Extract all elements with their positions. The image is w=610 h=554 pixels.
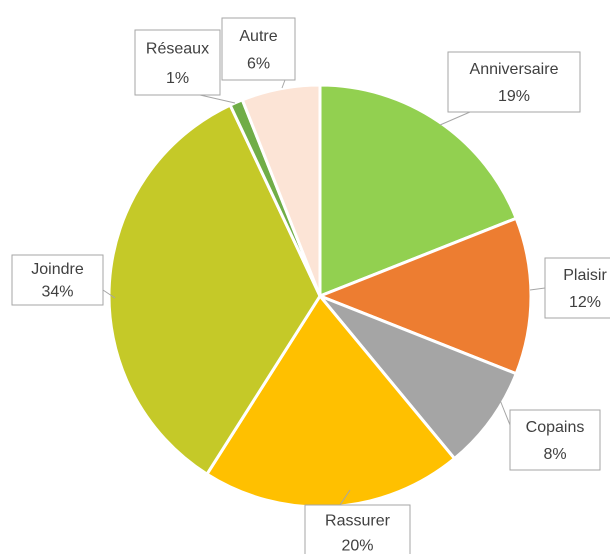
- callout-pointer: [499, 399, 511, 426]
- pie-slice: [107, 103, 322, 477]
- slice-value-label: 12%: [569, 294, 601, 311]
- callout-box: [221, 17, 296, 81]
- slice-value-label: 8%: [543, 446, 566, 463]
- callout-pointer: [199, 94, 236, 104]
- slice-value-label: 19%: [498, 88, 530, 105]
- slice-value-label: 34%: [41, 284, 73, 301]
- slice-label: Réseaux: [146, 41, 209, 58]
- slice-label: Joindre: [31, 261, 84, 278]
- slice-value-label: 20%: [341, 537, 373, 554]
- slice-value-label: 1%: [166, 70, 189, 87]
- callout-box: [304, 504, 411, 554]
- slice-label: Copains: [526, 419, 585, 436]
- slice-label: Rassurer: [325, 513, 391, 530]
- slice-label: Autre: [239, 28, 277, 45]
- callout-box: [11, 254, 104, 306]
- callout-box: [509, 409, 601, 471]
- callout-box: [134, 29, 221, 96]
- callout-box: [447, 51, 581, 113]
- callout-pointer: [281, 79, 286, 89]
- callout-box: [544, 257, 610, 319]
- slice-label: Plaisir: [563, 267, 607, 284]
- callout-pointer: [439, 111, 471, 126]
- pie-slice: [315, 216, 533, 376]
- callout-pointer: [102, 289, 116, 299]
- pie-slice: [318, 294, 519, 461]
- pie-slice: [240, 83, 322, 297]
- slice-label: Anniversaire: [470, 61, 559, 78]
- callout-pointer: [529, 287, 546, 291]
- slice-value-label: 6%: [247, 56, 270, 73]
- pie-slice: [318, 83, 519, 299]
- callout-pointer: [339, 489, 351, 506]
